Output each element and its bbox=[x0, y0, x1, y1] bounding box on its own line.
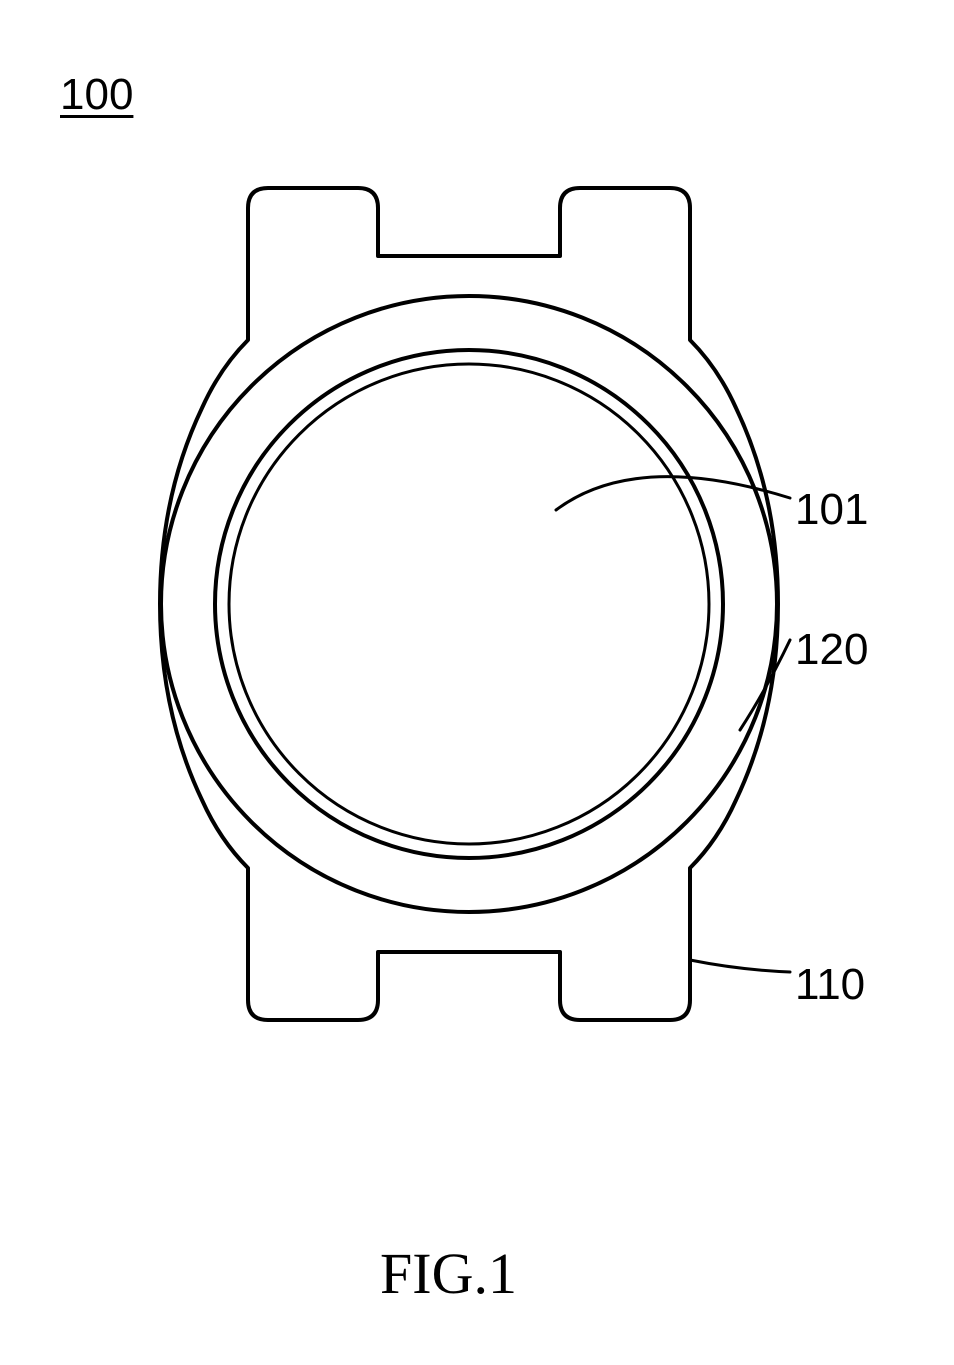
artboard: 100 101 120 110 FIG.1 bbox=[0, 0, 954, 1365]
bezel-inner-circle bbox=[215, 350, 723, 858]
label-101: 101 bbox=[795, 485, 868, 535]
label-assembly-100: 100 bbox=[60, 70, 133, 120]
leader-to-110 bbox=[690, 960, 790, 972]
watch-body-outline bbox=[160, 188, 778, 1020]
bezel-outer-circle bbox=[161, 296, 777, 912]
patent-figure-svg bbox=[0, 0, 954, 1365]
face-circle bbox=[229, 364, 709, 844]
label-110: 110 bbox=[795, 960, 865, 1010]
figure-title: FIG.1 bbox=[380, 1240, 517, 1307]
label-120: 120 bbox=[795, 625, 868, 675]
